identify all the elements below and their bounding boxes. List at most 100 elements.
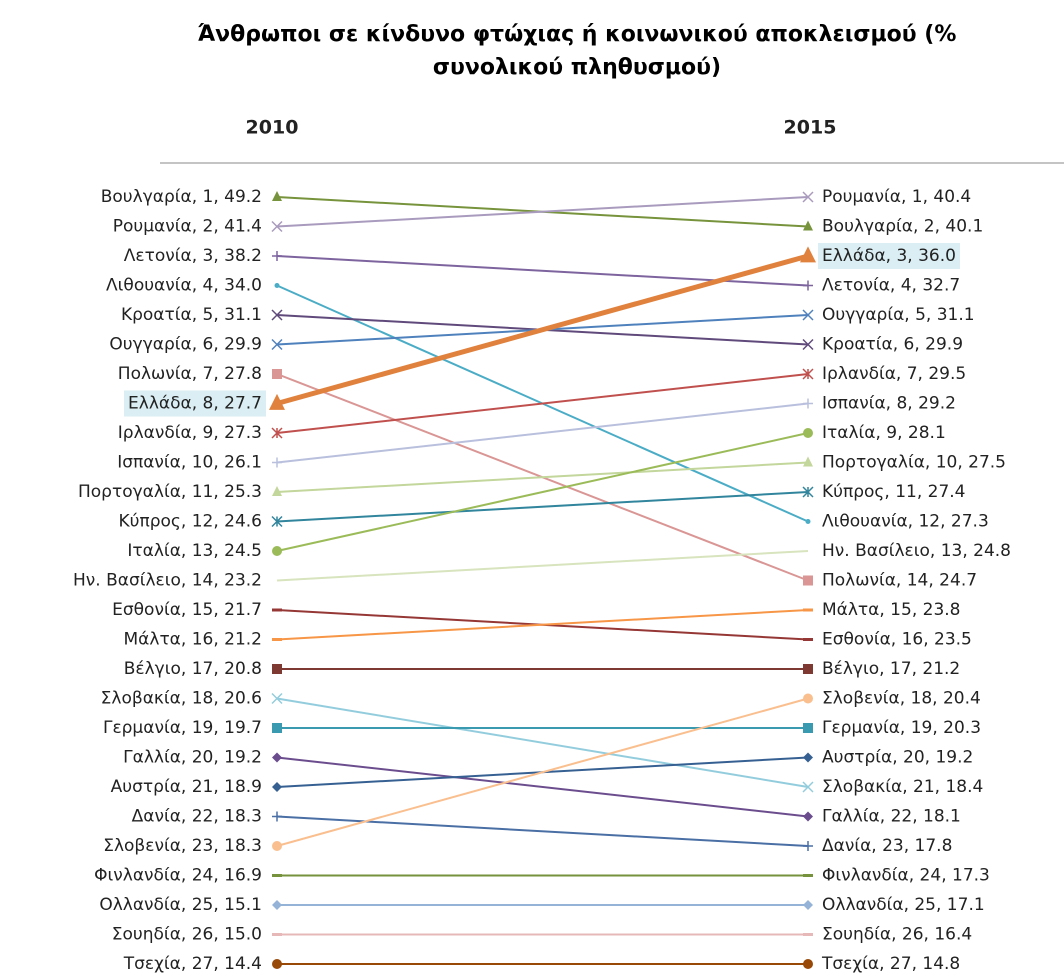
value-label: Ισπανία, 8, 29.2 bbox=[822, 394, 956, 414]
value-label: Τσεχία, 27, 14.4 bbox=[123, 954, 262, 974]
marker bbox=[272, 811, 282, 822]
value-label: Γαλλία, 20, 19.2 bbox=[123, 748, 262, 768]
value-label: Ιταλία, 13, 24.5 bbox=[127, 541, 262, 561]
value-label: Λετονία, 3, 38.2 bbox=[124, 246, 262, 266]
slope-line bbox=[276, 697, 809, 847]
slope-line bbox=[276, 196, 809, 228]
value-label: Αυστρία, 21, 18.9 bbox=[111, 777, 262, 797]
value-label: Σλοβενία, 18, 20.4 bbox=[822, 689, 981, 709]
value-label: Βουλγαρία, 1, 49.2 bbox=[101, 187, 262, 207]
marker bbox=[271, 338, 283, 351]
slope-line bbox=[276, 402, 809, 464]
value-label: Κροατία, 6, 29.9 bbox=[822, 335, 963, 355]
marker bbox=[802, 486, 814, 498]
marker bbox=[803, 280, 813, 291]
marker bbox=[272, 900, 282, 910]
value-label: Μάλτα, 15, 23.8 bbox=[822, 600, 960, 620]
marker bbox=[803, 428, 813, 438]
slope-line bbox=[276, 461, 809, 493]
chart-title: Άνθρωποι σε κίνδυνο φτώχιας ή κοινωνικού… bbox=[197, 22, 957, 80]
year-label: 2010 bbox=[246, 117, 299, 139]
value-label: Αυστρία, 20, 19.2 bbox=[822, 748, 973, 768]
marker bbox=[272, 664, 282, 674]
marker bbox=[803, 220, 813, 231]
value-label: Σλοβενία, 23, 18.3 bbox=[103, 836, 262, 856]
value-label: Λιθουανία, 4, 34.0 bbox=[106, 276, 262, 296]
slope-line bbox=[276, 550, 809, 582]
slope-line bbox=[276, 432, 809, 552]
slope-line bbox=[276, 756, 809, 818]
value-label: Ελλάδα, 8, 27.7 bbox=[128, 394, 262, 414]
slope-line bbox=[276, 815, 809, 847]
marker bbox=[271, 427, 283, 439]
value-label: Ουγγαρία, 6, 29.9 bbox=[109, 335, 262, 355]
value-label: Φινλανδία, 24, 16.9 bbox=[94, 866, 262, 886]
value-label: Ισπανία, 10, 26.1 bbox=[117, 453, 262, 473]
value-label: Ιρλανδία, 7, 29.5 bbox=[822, 364, 966, 384]
value-label: Ην. Βασίλειο, 14, 23.2 bbox=[73, 571, 262, 591]
marker bbox=[802, 338, 814, 351]
value-label: Δανία, 23, 17.8 bbox=[822, 836, 952, 856]
value-label: Γαλλία, 22, 18.1 bbox=[822, 807, 961, 827]
marker bbox=[271, 692, 283, 705]
slope-line bbox=[276, 609, 809, 641]
marker bbox=[803, 575, 813, 586]
marker bbox=[271, 309, 283, 321]
value-label: Πολωνία, 7, 27.8 bbox=[118, 364, 262, 384]
value-label: Μάλτα, 16, 21.2 bbox=[124, 630, 262, 650]
value-label: Βουλγαρία, 2, 40.1 bbox=[822, 217, 983, 237]
value-label: Εσθονία, 16, 23.5 bbox=[822, 630, 972, 650]
marker bbox=[272, 251, 282, 261]
value-label: Ιρλανδία, 9, 27.3 bbox=[118, 423, 262, 443]
marker bbox=[272, 457, 282, 468]
value-label: Φινλανδία, 24, 17.3 bbox=[822, 866, 990, 886]
marker bbox=[272, 191, 282, 201]
marker bbox=[272, 782, 282, 792]
value-label: Ρουμανία, 1, 40.4 bbox=[822, 187, 971, 207]
marker bbox=[271, 220, 283, 233]
marker bbox=[803, 752, 813, 763]
marker bbox=[272, 486, 282, 496]
value-label: Ελλάδα, 3, 36.0 bbox=[822, 246, 956, 266]
value-label: Ολλανδία, 25, 15.1 bbox=[99, 895, 262, 915]
value-label: Ουγγαρία, 5, 31.1 bbox=[822, 305, 975, 325]
slope-line bbox=[276, 491, 809, 523]
marker bbox=[803, 398, 813, 409]
value-label: Γερμανία, 19, 20.3 bbox=[822, 718, 981, 738]
value-label: Τσεχία, 27, 14.8 bbox=[821, 954, 960, 974]
marker bbox=[803, 959, 813, 969]
value-label: Ιταλία, 9, 28.1 bbox=[822, 423, 946, 443]
value-label: Εσθονία, 15, 21.7 bbox=[112, 600, 262, 620]
marker bbox=[802, 781, 814, 793]
value-label: Σλοβακία, 18, 20.6 bbox=[101, 689, 262, 709]
marker bbox=[272, 752, 282, 763]
value-label: Δανία, 22, 18.3 bbox=[132, 807, 262, 827]
value-label: Πορτογαλία, 11, 25.3 bbox=[78, 482, 262, 502]
marker bbox=[803, 456, 813, 467]
value-label: Ολλανδία, 25, 17.1 bbox=[822, 895, 985, 915]
value-label: Πολωνία, 14, 24.7 bbox=[822, 571, 977, 591]
value-label: Πορτογαλία, 10, 27.5 bbox=[822, 453, 1006, 473]
slope-line bbox=[276, 697, 809, 788]
label-highlight bbox=[124, 390, 266, 417]
marker bbox=[272, 723, 282, 733]
slope-line bbox=[276, 253, 809, 406]
marker bbox=[802, 368, 814, 380]
marker bbox=[803, 693, 813, 704]
marker bbox=[803, 723, 813, 733]
marker bbox=[802, 191, 814, 203]
value-label: Ην. Βασίλειο, 13, 24.8 bbox=[822, 541, 1011, 561]
value-label: Λιθουανία, 12, 27.3 bbox=[822, 512, 989, 532]
marker bbox=[272, 369, 282, 379]
value-label: Γερμανία, 19, 19.7 bbox=[103, 718, 262, 738]
marker bbox=[803, 664, 813, 674]
value-label: Σλοβακία, 21, 18.4 bbox=[822, 777, 983, 797]
marker bbox=[805, 519, 811, 524]
marker bbox=[803, 900, 813, 910]
marker bbox=[802, 309, 814, 321]
label-highlight bbox=[818, 243, 960, 269]
value-label: Κροατία, 5, 31.1 bbox=[121, 305, 262, 325]
marker bbox=[269, 393, 285, 410]
